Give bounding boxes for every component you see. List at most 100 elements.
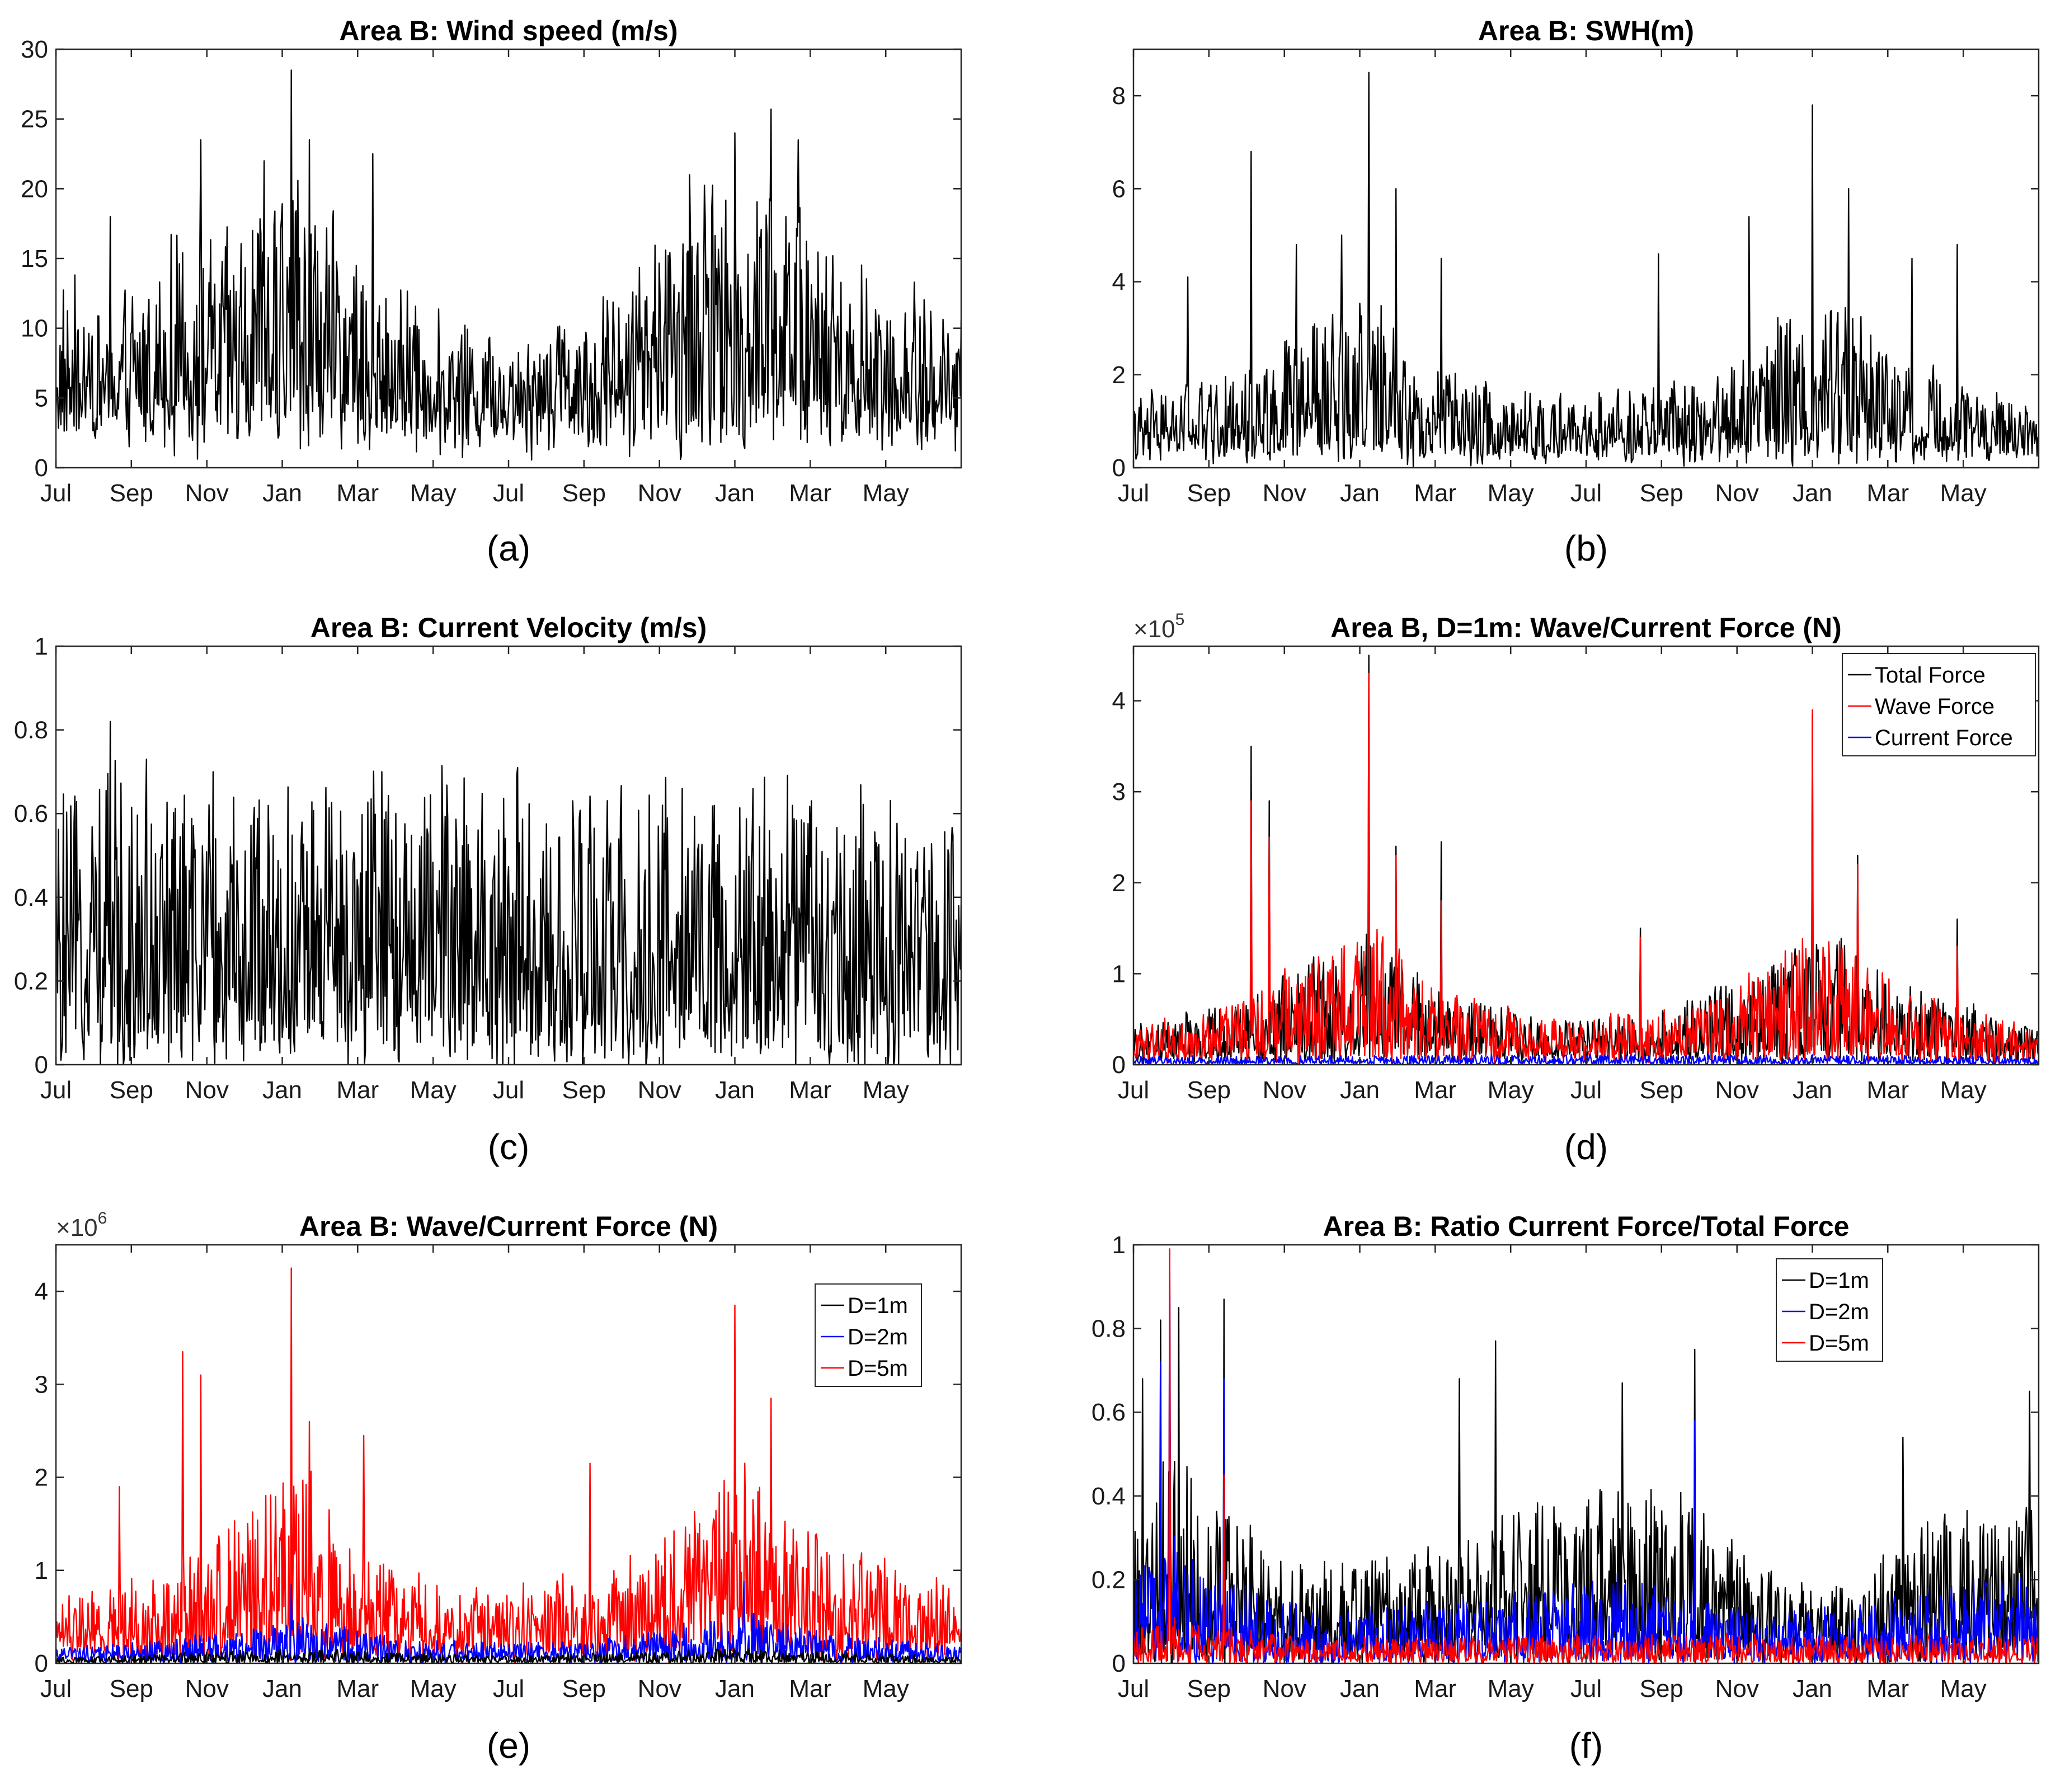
y-tick-label: 0.6 <box>1092 1399 1126 1426</box>
x-tick-label: Jul <box>493 1076 524 1104</box>
x-tick-label: Mar <box>336 1675 379 1702</box>
y-tick-label: 0.6 <box>14 800 48 827</box>
x-tick-label: Jan <box>1793 1675 1832 1702</box>
x-tick-label: Nov <box>1715 1076 1759 1104</box>
series-line-wind-speed <box>56 69 961 461</box>
x-tick-label: Nov <box>1715 1675 1759 1702</box>
x-tick-label: Mar <box>336 479 379 507</box>
legend-entry: Current Force <box>1875 726 2013 750</box>
y-tick-label: 4 <box>35 1278 48 1305</box>
x-tick-label: Jul <box>40 479 72 507</box>
y-tick-label: 0.8 <box>14 717 48 744</box>
panel-caption: (e) <box>487 1725 530 1766</box>
x-tick-label: Sep <box>562 1675 606 1702</box>
y-tick-label: 0.4 <box>1092 1483 1126 1510</box>
y-tick-label: 6 <box>1112 175 1126 203</box>
y-tick-label: 3 <box>35 1371 48 1398</box>
chart-title: Area B: Current Velocity (m/s) <box>311 612 707 643</box>
y-tick-label: 0 <box>1112 1650 1126 1677</box>
legend-entry: D=2m <box>1809 1300 1869 1324</box>
x-tick-label: May <box>1940 1076 1987 1104</box>
x-tick-label: Nov <box>638 1076 681 1104</box>
panel-c: 0 0.2 0.4 0.6 0.8 1 Jul Sep Nov Jan Mar May Jul Sep No… <box>14 612 962 1167</box>
x-tick-label: Nov <box>638 479 681 507</box>
x-tick-label: May <box>863 479 909 507</box>
x-tick-label: Nov <box>1263 479 1306 507</box>
legend-entry: D=1m <box>848 1294 908 1318</box>
y-tick-label: 0 <box>1112 1051 1126 1079</box>
axis-multiplier: ×105 <box>1133 610 1184 643</box>
x-tick-label: May <box>1488 479 1534 507</box>
x-tick-label: May <box>863 1076 909 1104</box>
x-tick-label: Mar <box>1866 479 1909 507</box>
y-tick-label: 0 <box>35 1051 48 1079</box>
y-tick-label: 0.8 <box>1092 1315 1126 1343</box>
x-tick-label: Jul <box>1118 1076 1149 1104</box>
chart-title: Area B: SWH(m) <box>1478 15 1694 46</box>
y-tick-label: 0.4 <box>14 884 48 911</box>
x-tick-label: Nov <box>185 1076 229 1104</box>
x-tick-label: May <box>410 479 457 507</box>
x-tick-label: Nov <box>1263 1675 1306 1702</box>
chart-title: Area B: Wind speed (m/s) <box>339 15 678 46</box>
y-tick-label: 0.2 <box>1092 1566 1126 1593</box>
y-tick-label: 1 <box>1112 960 1126 987</box>
chart-title: Area B, D=1m: Wave/Current Force (N) <box>1330 612 1842 643</box>
x-tick-label: Jan <box>262 1076 302 1104</box>
y-tick-label: 4 <box>1112 688 1126 715</box>
x-tick-label: May <box>1940 479 1987 507</box>
panel-caption: (a) <box>487 528 530 568</box>
legend: Total Force Wave Force Current Force <box>1842 653 2036 756</box>
x-tick-label: Sep <box>110 1076 153 1104</box>
y-tick-label: 1 <box>35 633 48 660</box>
panel-f: 0 0.2 0.4 0.6 0.8 1 Jul Sep Nov Jan Mar May Jul Sep No… <box>1092 1211 2040 1766</box>
x-tick-label: May <box>410 1076 457 1104</box>
legend-entry: D=2m <box>848 1325 908 1349</box>
x-tick-label: Jul <box>1118 479 1149 507</box>
panel-d: 0 1 2 3 4 Jul Sep Nov Jan Mar May Jul Sep Nov Jan Mar Ma… <box>1112 610 2040 1167</box>
x-tick-label: Jul <box>1570 1076 1602 1104</box>
x-tick-label: Mar <box>1866 1675 1909 1702</box>
x-tick-label: Jan <box>715 1076 755 1104</box>
x-tick-label: Jan <box>1793 1076 1832 1104</box>
x-tick-label: Jan <box>715 1675 755 1702</box>
panel-caption: (f) <box>1569 1725 1603 1766</box>
x-tick-label: Jan <box>262 1675 302 1702</box>
y-tick-label: 2 <box>35 1464 48 1492</box>
x-tick-label: Sep <box>1187 1675 1231 1702</box>
legend-entry: D=1m <box>1809 1268 1869 1293</box>
x-tick-label: Mar <box>789 1076 831 1104</box>
legend-entry: D=5m <box>848 1356 908 1381</box>
y-tick-label: 0.2 <box>14 967 48 995</box>
x-tick-label: Sep <box>562 1076 606 1104</box>
x-tick-label: Sep <box>1187 479 1231 507</box>
panel-caption: (c) <box>488 1127 530 1167</box>
y-tick-label: 4 <box>1112 269 1126 296</box>
y-tick-label: 30 <box>21 36 48 63</box>
x-tick-label: Sep <box>562 479 606 507</box>
y-tick-label: 0 <box>35 454 48 482</box>
y-tick-label: 1 <box>1112 1231 1126 1259</box>
x-tick-label: Mar <box>789 479 831 507</box>
x-tick-label: May <box>863 1675 909 1702</box>
axis-multiplier: ×106 <box>56 1209 107 1241</box>
x-tick-label: Jan <box>715 479 755 507</box>
x-tick-label: Jul <box>1570 1675 1602 1702</box>
x-tick-label: May <box>1940 1675 1987 1702</box>
x-tick-label: Nov <box>1715 479 1759 507</box>
y-tick-label: 2 <box>1112 869 1126 897</box>
legend-entry: Total Force <box>1875 663 1986 688</box>
legend-entry: Wave Force <box>1875 694 1994 719</box>
x-tick-label: Nov <box>638 1675 681 1702</box>
y-tick-label: 0 <box>35 1650 48 1677</box>
legend-entry: D=5m <box>1809 1331 1869 1356</box>
x-tick-label: Sep <box>110 1675 153 1702</box>
x-tick-label: Sep <box>1640 479 1683 507</box>
y-tick-label: 1 <box>35 1557 48 1584</box>
x-tick-label: Jan <box>1340 479 1380 507</box>
y-tick-label: 3 <box>1112 778 1126 806</box>
x-tick-label: Jul <box>40 1675 72 1702</box>
x-tick-label: Nov <box>1263 1076 1306 1104</box>
x-tick-label: Sep <box>110 479 153 507</box>
